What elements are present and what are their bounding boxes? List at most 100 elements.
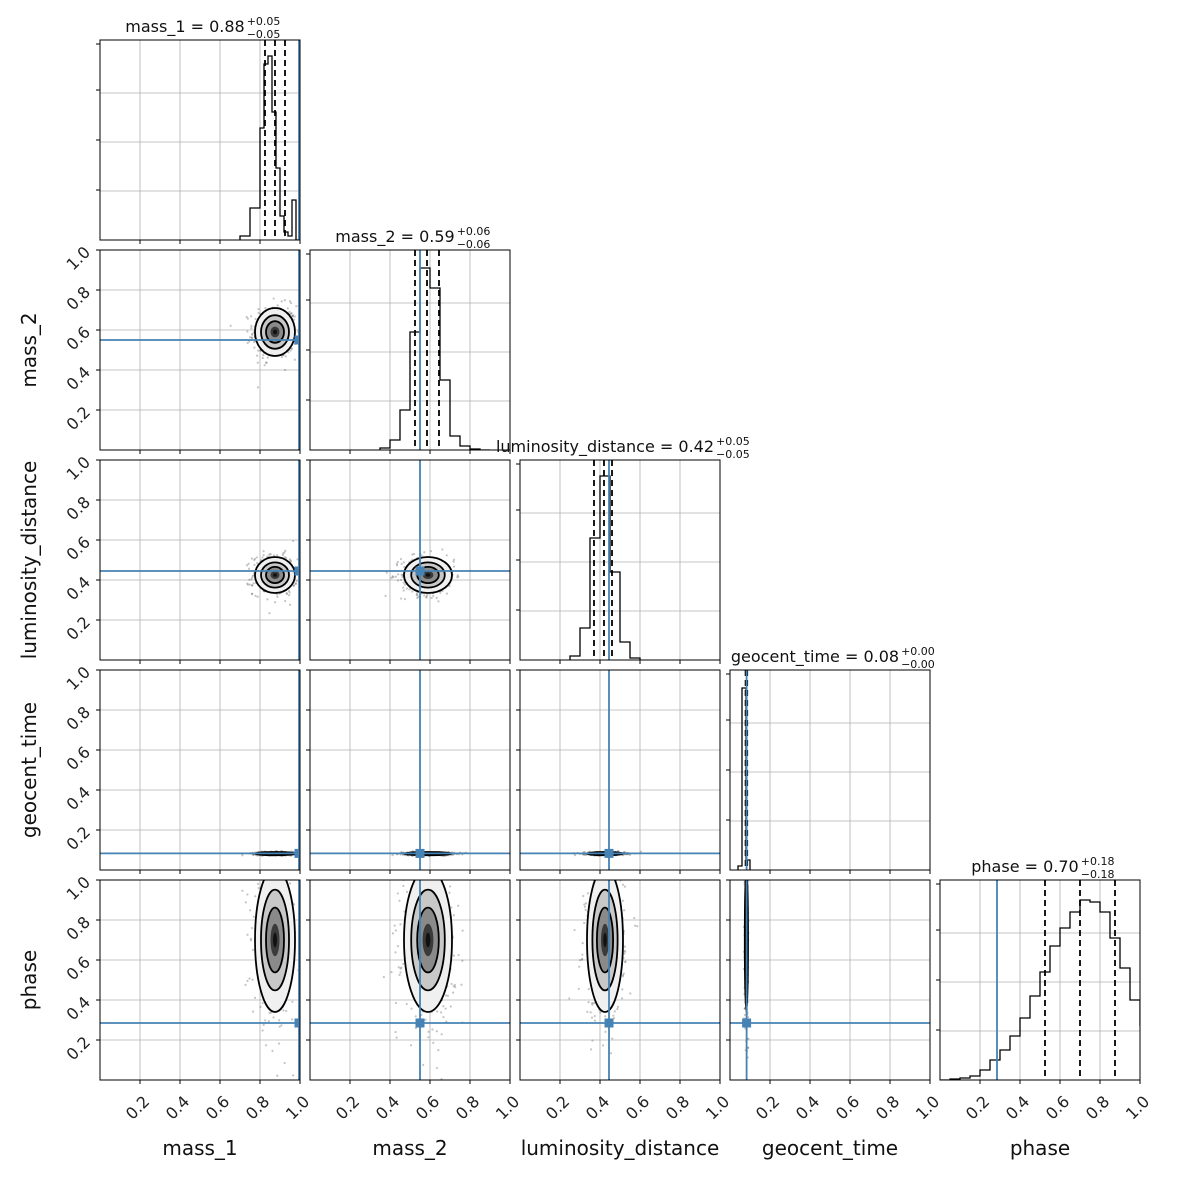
scatter-point	[399, 557, 403, 561]
scatter-point	[291, 1000, 294, 1003]
title-minus: −0.05	[716, 448, 750, 461]
scatter-point	[394, 951, 397, 954]
scatter-point	[247, 562, 250, 565]
scatter-point	[596, 865, 598, 867]
scatter-point	[402, 581, 405, 584]
panel-body	[100, 460, 309, 660]
scatter-point	[294, 582, 297, 585]
scatter-point	[253, 558, 256, 562]
scatter-point	[293, 358, 296, 361]
scatter-point	[282, 841, 284, 843]
panel-frame	[99, 669, 301, 871]
scatter-point	[391, 854, 394, 857]
scatter-point	[265, 361, 268, 364]
scatter-point	[461, 959, 464, 962]
scatter-point	[602, 832, 604, 834]
x-tick-label: 0.6	[202, 1092, 233, 1123]
scatter-point	[307, 575, 309, 577]
panel-frame	[729, 669, 931, 871]
scatter-point	[451, 991, 455, 994]
scatter-point	[456, 574, 459, 577]
scatter-point	[430, 878, 432, 880]
scatter-point	[423, 865, 425, 867]
scatter-point	[452, 954, 455, 957]
scatter-point	[582, 894, 585, 898]
scatter-point	[248, 336, 252, 339]
scatter-point	[264, 307, 267, 310]
x-tick-label: 0.4	[372, 1092, 403, 1123]
truth-marker	[294, 566, 300, 576]
panel-body	[100, 250, 307, 450]
panel-body	[310, 250, 510, 450]
scatter-point	[623, 945, 627, 948]
scatter-point	[441, 548, 444, 551]
scatter-point	[302, 853, 304, 855]
scatter-point	[266, 356, 269, 359]
contour-line-2	[596, 906, 615, 974]
scatter-point	[400, 573, 403, 576]
scatter-point	[743, 1007, 746, 1010]
scatter-point	[403, 873, 405, 875]
density-level-4	[603, 932, 607, 948]
scatter-point	[589, 1011, 592, 1014]
scatter-point	[402, 586, 405, 589]
scatter-point	[745, 874, 747, 876]
scatter-point	[427, 1030, 430, 1033]
x-tick-label: 0.2	[542, 1092, 573, 1123]
scatter-point	[445, 554, 448, 557]
scatter-point	[621, 883, 624, 886]
scatter-point	[283, 856, 285, 858]
scatter-point	[442, 841, 444, 843]
panel-geocent_time-vs-mass_2	[306, 669, 511, 874]
scatter-point	[415, 592, 419, 595]
panel-geocent_time-vs-luminosity_distance	[516, 669, 721, 874]
truth-marker	[604, 1018, 614, 1028]
scatter-point	[605, 871, 607, 873]
scatter-point	[621, 988, 624, 991]
scatter-point	[291, 314, 294, 317]
scatter-point	[592, 876, 594, 878]
y-tick-label: 0.2	[63, 1033, 94, 1064]
scatter-point	[423, 833, 425, 835]
scatter-point	[275, 866, 277, 868]
scatter-point	[246, 933, 249, 936]
scatter-point	[305, 346, 307, 348]
scatter-point	[285, 556, 288, 560]
scatter-point	[604, 1015, 607, 1018]
scatter-point	[596, 871, 598, 873]
panel-title-mass_1: mass_1 = 0.88 +0.05−0.05	[125, 15, 280, 41]
scatter-point	[411, 553, 414, 556]
scatter-point	[251, 584, 254, 587]
corner-panels: mass_1 = 0.88 +0.05−0.05 0.20.40.60.81.0ma…	[17, 15, 1153, 1160]
scatter-point	[255, 866, 257, 868]
scatter-point	[599, 877, 601, 879]
x-tick-label: 0.4	[582, 1092, 613, 1123]
scatter-point	[292, 1074, 295, 1077]
scatter-point	[452, 914, 456, 917]
scatter-point	[746, 876, 748, 878]
scatter-point	[241, 854, 244, 857]
contour-line-0	[403, 556, 453, 594]
scatter-point	[241, 889, 244, 892]
contour-line-2	[265, 906, 285, 974]
panel-luminosity_distance-vs-luminosity_distance: luminosity_distance = 0.42 +0.05−0.05	[496, 435, 750, 664]
scatter-point	[448, 584, 451, 588]
scatter-point	[593, 1014, 596, 1018]
scatter-point	[440, 1033, 443, 1036]
scatter-point	[280, 355, 284, 359]
y-axis-label-luminosity_distance: luminosity_distance	[17, 461, 41, 660]
scatter-point	[262, 550, 265, 553]
scatter-point	[435, 1030, 438, 1033]
scatter-point	[268, 1011, 271, 1014]
x-tick-label: 0.8	[662, 1092, 693, 1123]
scatter-point	[283, 555, 286, 559]
y-tick-label: 0.8	[63, 703, 94, 734]
scatter-point	[255, 354, 259, 357]
scatter-point	[264, 857, 266, 859]
scatter-point	[746, 877, 748, 879]
scatter-point	[268, 553, 271, 556]
scatter-point	[593, 873, 595, 875]
